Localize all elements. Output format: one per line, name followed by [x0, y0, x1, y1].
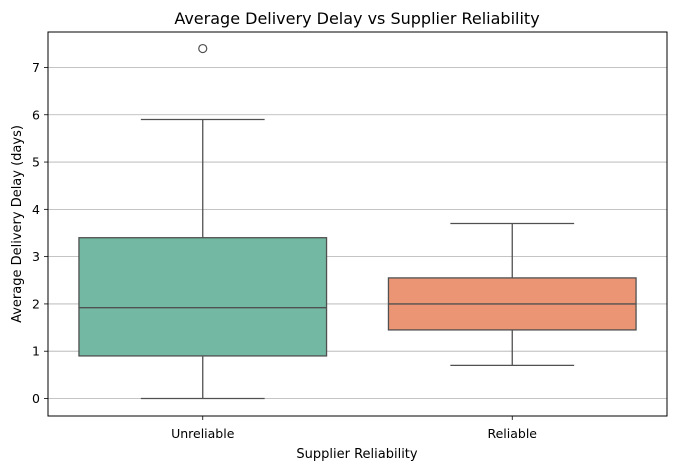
- chart-title: Average Delivery Delay vs Supplier Relia…: [174, 9, 539, 28]
- box-plots: [78, 43, 637, 400]
- box-unreliable: [78, 43, 328, 400]
- y-tick-label: 3: [32, 249, 40, 264]
- y-tick-label: 4: [32, 202, 40, 217]
- box-reliable: [387, 222, 637, 367]
- x-axis-title: Supplier Reliability: [296, 447, 418, 462]
- y-tick-label: 2: [32, 296, 40, 311]
- y-axis-title: Average Delivery Delay (days): [10, 125, 25, 323]
- y-tick-label: 0: [32, 391, 40, 406]
- y-tick-label: 1: [32, 344, 40, 359]
- y-tick-label: 6: [32, 107, 40, 122]
- plot-frame: [47, 31, 668, 417]
- x-tick-label: Unreliable: [171, 426, 235, 441]
- outlier-point: [198, 43, 208, 54]
- iqr-box: [78, 237, 328, 357]
- y-axis-ticks: 0 1 2 3 4 5 6 7: [32, 60, 48, 406]
- x-axis-ticks: Unreliable Reliable: [171, 416, 537, 441]
- y-tick-label: 5: [32, 155, 40, 170]
- x-tick-label: Reliable: [487, 426, 537, 441]
- y-tick-label: 7: [32, 60, 40, 75]
